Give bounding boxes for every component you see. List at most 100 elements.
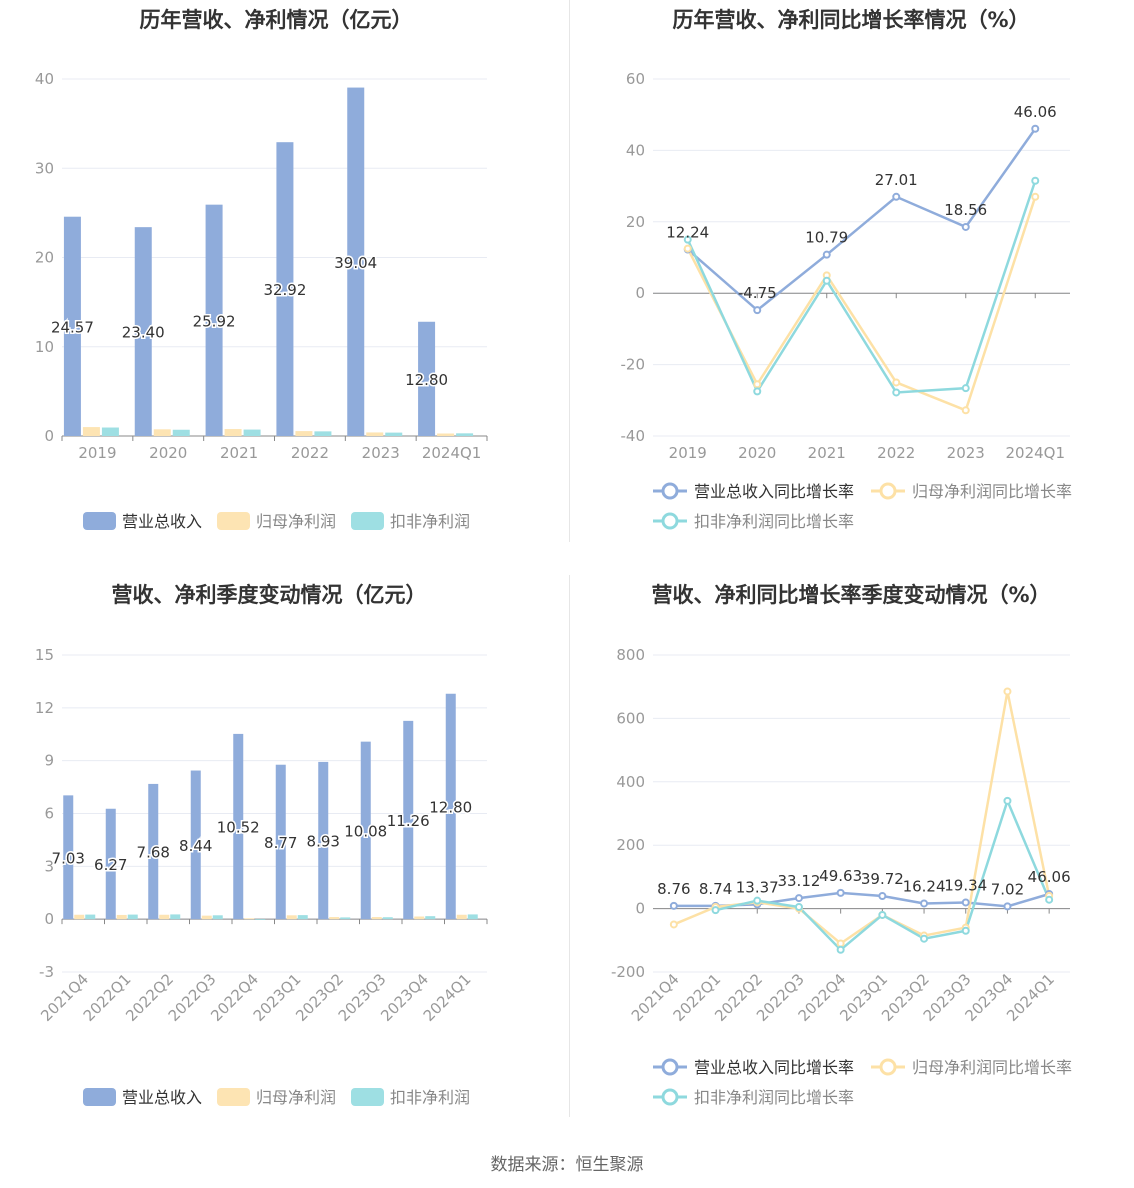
y-tick-label: 40 <box>626 141 645 159</box>
point-deducted-profit-growth <box>822 276 831 285</box>
bar-data-label: 10.52 <box>217 819 260 837</box>
point-data-label: 13.37 <box>736 878 779 896</box>
point-revenue-growth <box>878 892 887 901</box>
bar-net-profit <box>224 429 242 436</box>
point-net-profit-growth <box>961 406 970 415</box>
legend-swatch <box>83 1088 116 1106</box>
point-revenue-growth <box>1031 124 1040 133</box>
bar-revenue <box>275 764 286 920</box>
point-deducted-profit-growth <box>878 910 887 919</box>
bar-deducted-profit <box>297 915 308 920</box>
bar-data-label: 23.40 <box>122 324 165 342</box>
legend-item: 扣非净利润同比增长率 <box>653 512 854 531</box>
point-revenue-growth <box>961 898 970 907</box>
legend-swatch <box>351 512 384 530</box>
y-tick-label: 0 <box>44 910 54 928</box>
bar-data-label: 8.93 <box>307 833 340 851</box>
y-tick-label: 10 <box>35 338 54 356</box>
point-data-label: 12.24 <box>666 224 709 242</box>
legend-item: 营业总收入同比增长率 <box>653 1058 854 1077</box>
x-tick-label: 2021 <box>808 444 846 462</box>
y-tick-label: -200 <box>611 963 645 981</box>
point-data-label: 18.56 <box>944 201 987 219</box>
point-deducted-profit-growth <box>1031 176 1040 185</box>
y-tick-label: 800 <box>616 646 645 664</box>
point-net-profit-growth <box>1003 687 1012 696</box>
legend-item: 归母净利润同比增长率 <box>871 482 1072 501</box>
point-data-label: 33.12 <box>777 872 820 890</box>
bar-revenue <box>205 204 223 436</box>
x-tick-label: 2020 <box>738 444 776 462</box>
bar-deducted-profit <box>243 429 261 436</box>
point-revenue-growth <box>753 306 762 315</box>
bar-data-label: 10.08 <box>344 822 387 840</box>
bar-net-profit <box>286 915 297 920</box>
bar-data-label: 32.92 <box>263 281 306 299</box>
bar-revenue <box>134 227 152 436</box>
x-tick-label: 2024Q1 <box>422 444 482 462</box>
bar-net-profit <box>456 914 467 920</box>
point-net-profit-growth <box>1031 192 1040 201</box>
point-net-profit-growth <box>836 939 845 948</box>
point-deducted-profit-growth <box>1003 796 1012 805</box>
bar-data-label: 12.80 <box>429 798 472 816</box>
y-tick-label: 0 <box>44 427 54 445</box>
bar-deducted-profit <box>385 432 403 436</box>
bar-deducted-profit <box>172 429 190 436</box>
legend-label: 归母净利润 <box>256 1088 336 1107</box>
legend-item: 扣非净利润 <box>351 512 470 531</box>
point-data-label: 19.34 <box>944 876 987 894</box>
bar-data-label: 8.77 <box>264 834 297 852</box>
bar-revenue <box>347 87 365 437</box>
legend-swatch-marker <box>661 1058 679 1076</box>
bar-revenue <box>318 761 329 920</box>
point-revenue-growth <box>669 901 678 910</box>
bar-revenue <box>276 142 294 436</box>
y-tick-label: 0 <box>635 284 645 302</box>
bar-net-profit <box>116 914 127 920</box>
point-deducted-profit-growth <box>836 945 845 954</box>
y-tick-label: 15 <box>35 646 54 664</box>
point-data-label: 8.74 <box>699 880 732 898</box>
point-data-label: 46.06 <box>1014 103 1057 121</box>
bar-deducted-profit <box>85 914 96 920</box>
y-tick-label: 20 <box>35 249 54 267</box>
chart-title: 营收、净利季度变动情况（亿元） <box>112 583 427 607</box>
bar-data-label: 12.80 <box>405 371 448 389</box>
point-data-label: 10.79 <box>805 229 848 247</box>
legend-label: 扣非净利润同比增长率 <box>694 1088 854 1107</box>
bar-deducted-profit <box>314 431 332 436</box>
bar-net-profit <box>329 917 340 920</box>
line-deducted-profit-growth <box>686 180 1037 395</box>
x-tick-label: 2024Q1 <box>1005 444 1065 462</box>
column-separator-bottom <box>569 575 570 1117</box>
point-deducted-profit-growth <box>961 384 970 393</box>
bar-deducted-profit <box>456 433 474 436</box>
legend-label: 营业总收入 <box>122 1088 202 1107</box>
y-tick-label: 12 <box>35 699 54 717</box>
bar-revenue <box>418 321 436 436</box>
line-revenue-growth <box>686 128 1037 312</box>
legend-label: 扣非净利润 <box>390 1088 470 1107</box>
bar-deducted-profit <box>425 916 436 920</box>
legend-label: 扣非净利润同比增长率 <box>694 512 854 531</box>
legend-swatch <box>217 512 250 530</box>
point-net-profit-growth <box>892 378 901 387</box>
bar-revenue <box>63 216 81 436</box>
y-tick-label: 20 <box>626 213 645 231</box>
chart-title: 营收、净利同比增长率季度变动情况（%） <box>651 583 1050 607</box>
chart-4: 营收、净利同比增长率季度变动情况（%）-20002004006008002021… <box>611 583 1072 1107</box>
bar-net-profit <box>414 916 425 920</box>
point-net-profit-growth <box>683 244 692 253</box>
bar-deducted-profit <box>340 917 351 920</box>
legend-item: 归母净利润 <box>217 1088 336 1107</box>
legend-item: 营业总收入 <box>83 1088 202 1107</box>
point-data-label: 7.02 <box>991 880 1024 898</box>
bar-revenue <box>105 808 116 920</box>
bar-deducted-profit <box>212 915 223 920</box>
legend-label: 扣非净利润 <box>390 512 470 531</box>
y-tick-label: 6 <box>44 805 54 823</box>
point-revenue-growth <box>892 192 901 201</box>
point-revenue-growth <box>794 894 803 903</box>
bar-revenue <box>63 795 74 920</box>
